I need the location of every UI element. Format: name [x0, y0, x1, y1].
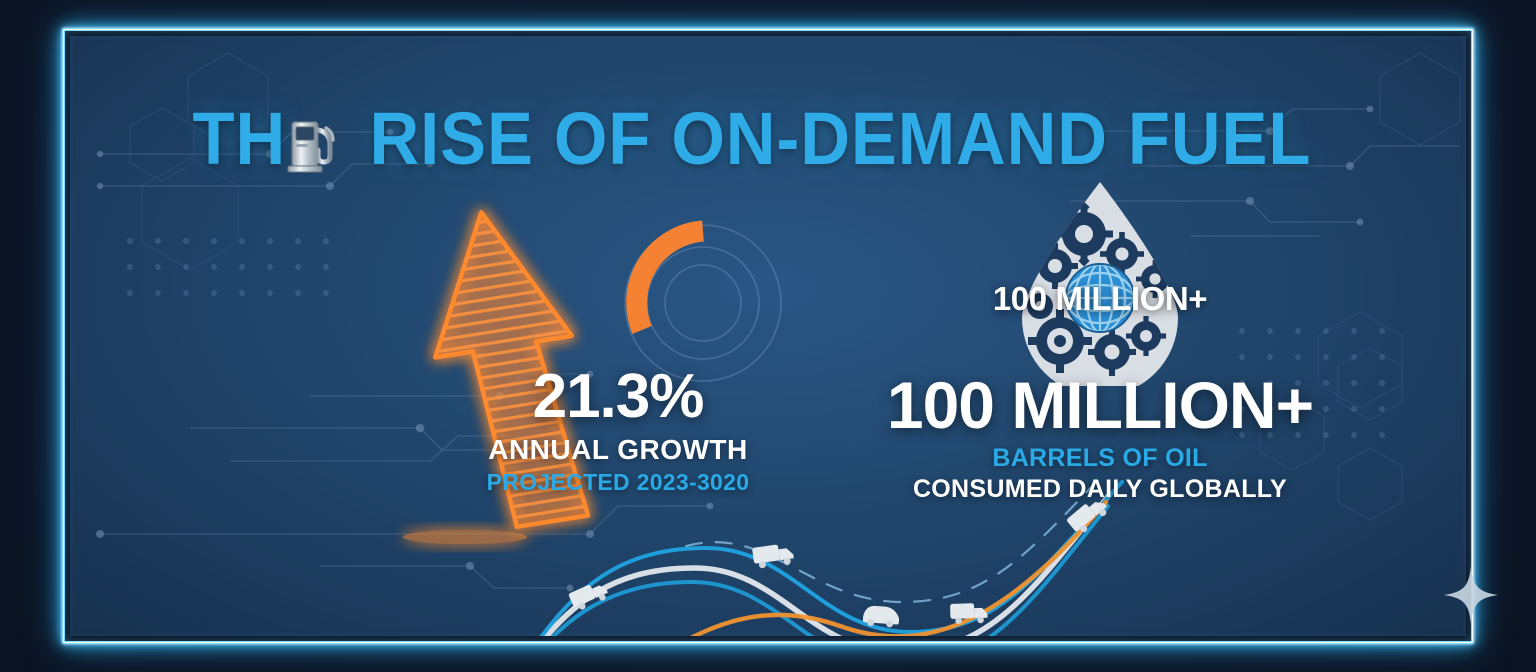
- stat-overlay-value-barrels: 100 MILLION+: [992, 280, 1208, 317]
- truck-icon: [568, 501, 1107, 628]
- stat-value-barrels: 100 MILLION+: [886, 368, 1314, 442]
- donut-gauge-icon: [618, 218, 788, 388]
- delivery-road-curve: [510, 476, 1170, 636]
- stat-value-annual-growth: 21.3%: [532, 362, 705, 431]
- upward-arrow-icon: [370, 196, 650, 566]
- stat-sublabel-barrels: CONSUMED DAILY GLOBALLY: [912, 475, 1288, 503]
- stat-label-annual-growth: ANNUAL GROWTH: [488, 434, 748, 465]
- fuel-pump-icon: [286, 108, 338, 182]
- sparkle-star-icon: [1444, 566, 1498, 624]
- stat-label-barrels: BARRELS OF OIL: [992, 444, 1208, 472]
- stat-annual-growth: 21.3% ANNUAL GROWTH PROJECTED 2023-3020: [468, 366, 768, 494]
- stat-sublabel-annual-growth: PROJECTED 2023-3020: [486, 469, 750, 495]
- page-title-after: RISE OF ON-DEMAND FUEL: [369, 97, 1312, 180]
- infographic-panel: 21.3% ANNUAL GROWTH PROJECTED 2023-3020: [70, 36, 1466, 636]
- stat-barrels-of-oil: 100 MILLION+ BARRELS OF OIL CONSUMED DAI…: [850, 372, 1350, 502]
- oil-droplet-gears-icon: 100 MILLION+: [993, 176, 1208, 396]
- page-title-before: TH: [192, 97, 287, 180]
- page-title: TH: [70, 102, 1466, 176]
